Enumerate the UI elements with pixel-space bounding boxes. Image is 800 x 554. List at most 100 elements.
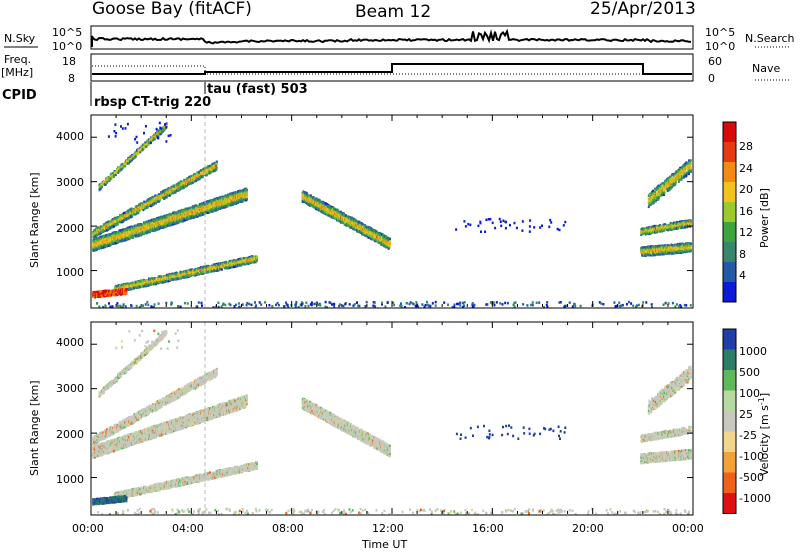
range-cell bbox=[135, 205, 138, 208]
range-cell bbox=[143, 232, 145, 235]
range-cell bbox=[117, 216, 120, 219]
range-cell bbox=[236, 194, 239, 198]
range-cell bbox=[141, 204, 144, 207]
range-cell bbox=[179, 218, 182, 221]
range-cell bbox=[114, 219, 117, 223]
range-cell bbox=[155, 133, 158, 136]
range-cell bbox=[138, 150, 140, 154]
range-cell bbox=[99, 187, 102, 190]
range-cell bbox=[109, 237, 112, 240]
range-cell bbox=[108, 179, 111, 182]
range-cell bbox=[193, 173, 196, 176]
range-cell bbox=[153, 277, 156, 281]
range-cell bbox=[222, 204, 225, 208]
range-cell bbox=[215, 162, 218, 166]
range-cell bbox=[230, 200, 233, 204]
range-cell bbox=[134, 152, 137, 155]
range-cell bbox=[138, 234, 140, 237]
beam-title: Beam 12 bbox=[355, 2, 431, 22]
range-cell bbox=[126, 232, 129, 236]
range-cell bbox=[151, 279, 154, 283]
range-cell bbox=[215, 160, 218, 163]
range-cell bbox=[183, 219, 186, 222]
range-cell bbox=[129, 160, 132, 163]
range-cell bbox=[154, 277, 157, 280]
freq-tick-top: 18 bbox=[62, 55, 76, 68]
range-cell bbox=[97, 226, 100, 229]
range-cell bbox=[195, 205, 198, 208]
range-cell bbox=[165, 193, 167, 197]
power-heatmap bbox=[92, 121, 692, 309]
range-cell bbox=[243, 198, 246, 202]
range-cell bbox=[174, 188, 177, 191]
range-cell bbox=[95, 231, 98, 234]
freq-tick-bottom: 8 bbox=[68, 72, 75, 85]
range-cell bbox=[193, 179, 196, 183]
range-cell bbox=[189, 207, 192, 210]
range-cell bbox=[123, 215, 125, 219]
range-cell bbox=[114, 173, 117, 177]
range-cell bbox=[109, 177, 112, 180]
range-cell bbox=[155, 135, 157, 139]
range-cell bbox=[176, 189, 179, 192]
range-cell bbox=[157, 278, 160, 281]
range-cell bbox=[94, 248, 97, 252]
range-cell bbox=[177, 183, 180, 187]
range-cell bbox=[121, 213, 124, 216]
range-cell bbox=[183, 276, 186, 279]
range-cell bbox=[212, 198, 214, 202]
range-cell bbox=[103, 225, 106, 229]
range-cell bbox=[144, 221, 147, 224]
nave-label: Nave bbox=[752, 62, 780, 75]
range-cell bbox=[121, 284, 124, 287]
range-cell bbox=[188, 182, 191, 185]
range-cell bbox=[163, 128, 166, 131]
range-cell bbox=[208, 170, 211, 173]
range-cell bbox=[171, 278, 174, 281]
nsearch-tick-bottom: 10^0 bbox=[705, 40, 735, 53]
nsky-tick-bottom: 10^0 bbox=[52, 40, 82, 53]
range-cell bbox=[149, 202, 152, 206]
range-cell bbox=[114, 234, 117, 237]
range-cell bbox=[165, 122, 168, 125]
range-cell bbox=[158, 193, 161, 196]
range-cell bbox=[148, 283, 151, 287]
range-cell bbox=[168, 194, 171, 197]
range-cell bbox=[114, 221, 117, 224]
range-cell bbox=[102, 228, 105, 232]
range-cell bbox=[124, 161, 127, 164]
range-cell bbox=[128, 158, 131, 161]
range-cell bbox=[109, 225, 112, 228]
range-cell bbox=[102, 230, 105, 233]
range-cell bbox=[156, 132, 159, 135]
range-cell bbox=[151, 195, 154, 199]
range-cell bbox=[123, 163, 126, 166]
range-cell bbox=[183, 183, 186, 186]
range-cell bbox=[171, 185, 174, 189]
range-cell bbox=[142, 147, 145, 150]
range-cell bbox=[195, 179, 198, 182]
range-cell bbox=[188, 175, 191, 179]
range-cell bbox=[155, 201, 157, 205]
range-cell bbox=[165, 278, 167, 282]
range-cell bbox=[159, 196, 162, 200]
range-cell bbox=[137, 286, 140, 289]
range-cell bbox=[210, 170, 213, 173]
range-cell bbox=[101, 185, 103, 189]
range-cell bbox=[139, 285, 142, 288]
range-cell bbox=[161, 226, 164, 229]
range-cell bbox=[149, 141, 152, 144]
range-cell bbox=[240, 200, 243, 203]
range-cell bbox=[160, 226, 163, 229]
range-cell bbox=[123, 165, 125, 168]
range-cell bbox=[217, 203, 220, 206]
range-cell bbox=[227, 203, 230, 206]
range-cell bbox=[97, 233, 100, 236]
range-cell bbox=[174, 211, 177, 215]
range-cell bbox=[110, 177, 113, 180]
range-cell bbox=[114, 224, 117, 227]
date-title: 25/Apr/2013 bbox=[590, 0, 696, 19]
range-cell bbox=[121, 216, 124, 220]
range-cell bbox=[92, 246, 95, 249]
range-cell bbox=[171, 272, 174, 276]
